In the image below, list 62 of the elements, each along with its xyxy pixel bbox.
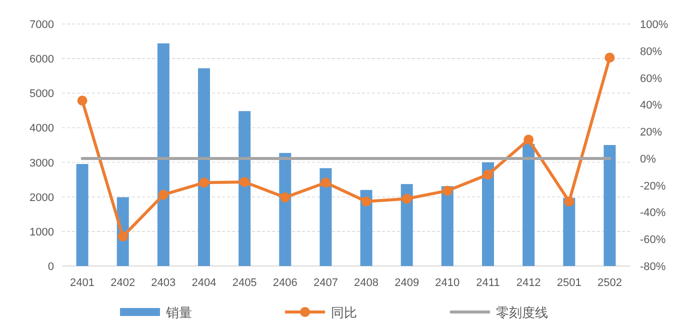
x-tick-label: 2405 — [232, 277, 257, 289]
bar — [563, 198, 576, 266]
y2-tick-label: 0% — [640, 153, 656, 166]
x-tick-label: 2404 — [192, 277, 216, 289]
y2-tick-label: 40% — [640, 100, 662, 112]
bar — [76, 164, 88, 266]
point — [199, 178, 209, 188]
x-tick-label: 2410 — [435, 277, 460, 289]
x-tick-label: 2402 — [110, 277, 136, 289]
point — [402, 194, 412, 204]
x-tick-label: 2407 — [313, 277, 338, 289]
bar — [279, 152, 292, 266]
y2-tick-label: 60% — [640, 72, 662, 85]
point — [77, 96, 88, 106]
point — [158, 190, 168, 200]
point — [442, 186, 452, 196]
x-tick-label: 2406 — [272, 277, 298, 289]
bar — [198, 68, 210, 266]
y2-tick-label: -80% — [640, 261, 666, 273]
point — [118, 231, 128, 242]
point — [361, 196, 372, 206]
bar — [320, 168, 332, 266]
bar — [157, 43, 170, 266]
y-tick-label: 6000 — [30, 54, 54, 66]
y-tick-label: 4000 — [30, 122, 54, 135]
bar — [604, 145, 616, 266]
legend-label: 零刻度线 — [496, 305, 548, 320]
legend-label: 同比 — [331, 305, 357, 320]
y-tick-label: 1000 — [30, 226, 54, 238]
legend-label: 销量 — [165, 305, 192, 320]
y2-tick-label: 20% — [640, 126, 662, 139]
y-tick-label: 3000 — [30, 157, 54, 170]
y2-tick-label: -60% — [640, 234, 666, 246]
y2-tick-label: 100% — [640, 19, 668, 31]
y-tick-label: 7000 — [30, 19, 54, 31]
x-tick-label: 2502 — [597, 277, 622, 289]
bar — [238, 111, 251, 266]
y-tick-label: 5000 — [30, 88, 54, 100]
bar — [360, 190, 372, 266]
y2-tick-label: 80% — [640, 46, 662, 58]
bar — [441, 186, 454, 266]
x-tick-label: 2408 — [354, 277, 379, 289]
y-tick-label: 0 — [48, 261, 54, 273]
x-tick-label: 2409 — [394, 277, 420, 289]
bar — [482, 162, 494, 266]
x-tick-label: 2412 — [516, 277, 541, 289]
point — [240, 176, 250, 187]
y2-tick-label: -20% — [640, 180, 666, 192]
x-tick-label: 2401 — [70, 277, 95, 289]
point — [320, 178, 331, 188]
point — [280, 192, 290, 202]
x-tick-label: 2411 — [476, 277, 500, 289]
point — [483, 170, 493, 180]
bar — [400, 184, 413, 266]
point — [564, 196, 574, 206]
bar — [522, 144, 535, 266]
x-tick-label: 2501 — [556, 277, 582, 289]
point — [524, 134, 534, 145]
y-tick-label: 2000 — [30, 192, 54, 204]
x-tick-label: 2403 — [151, 277, 176, 289]
y2-tick-label: -40% — [640, 207, 666, 220]
point — [604, 52, 615, 63]
